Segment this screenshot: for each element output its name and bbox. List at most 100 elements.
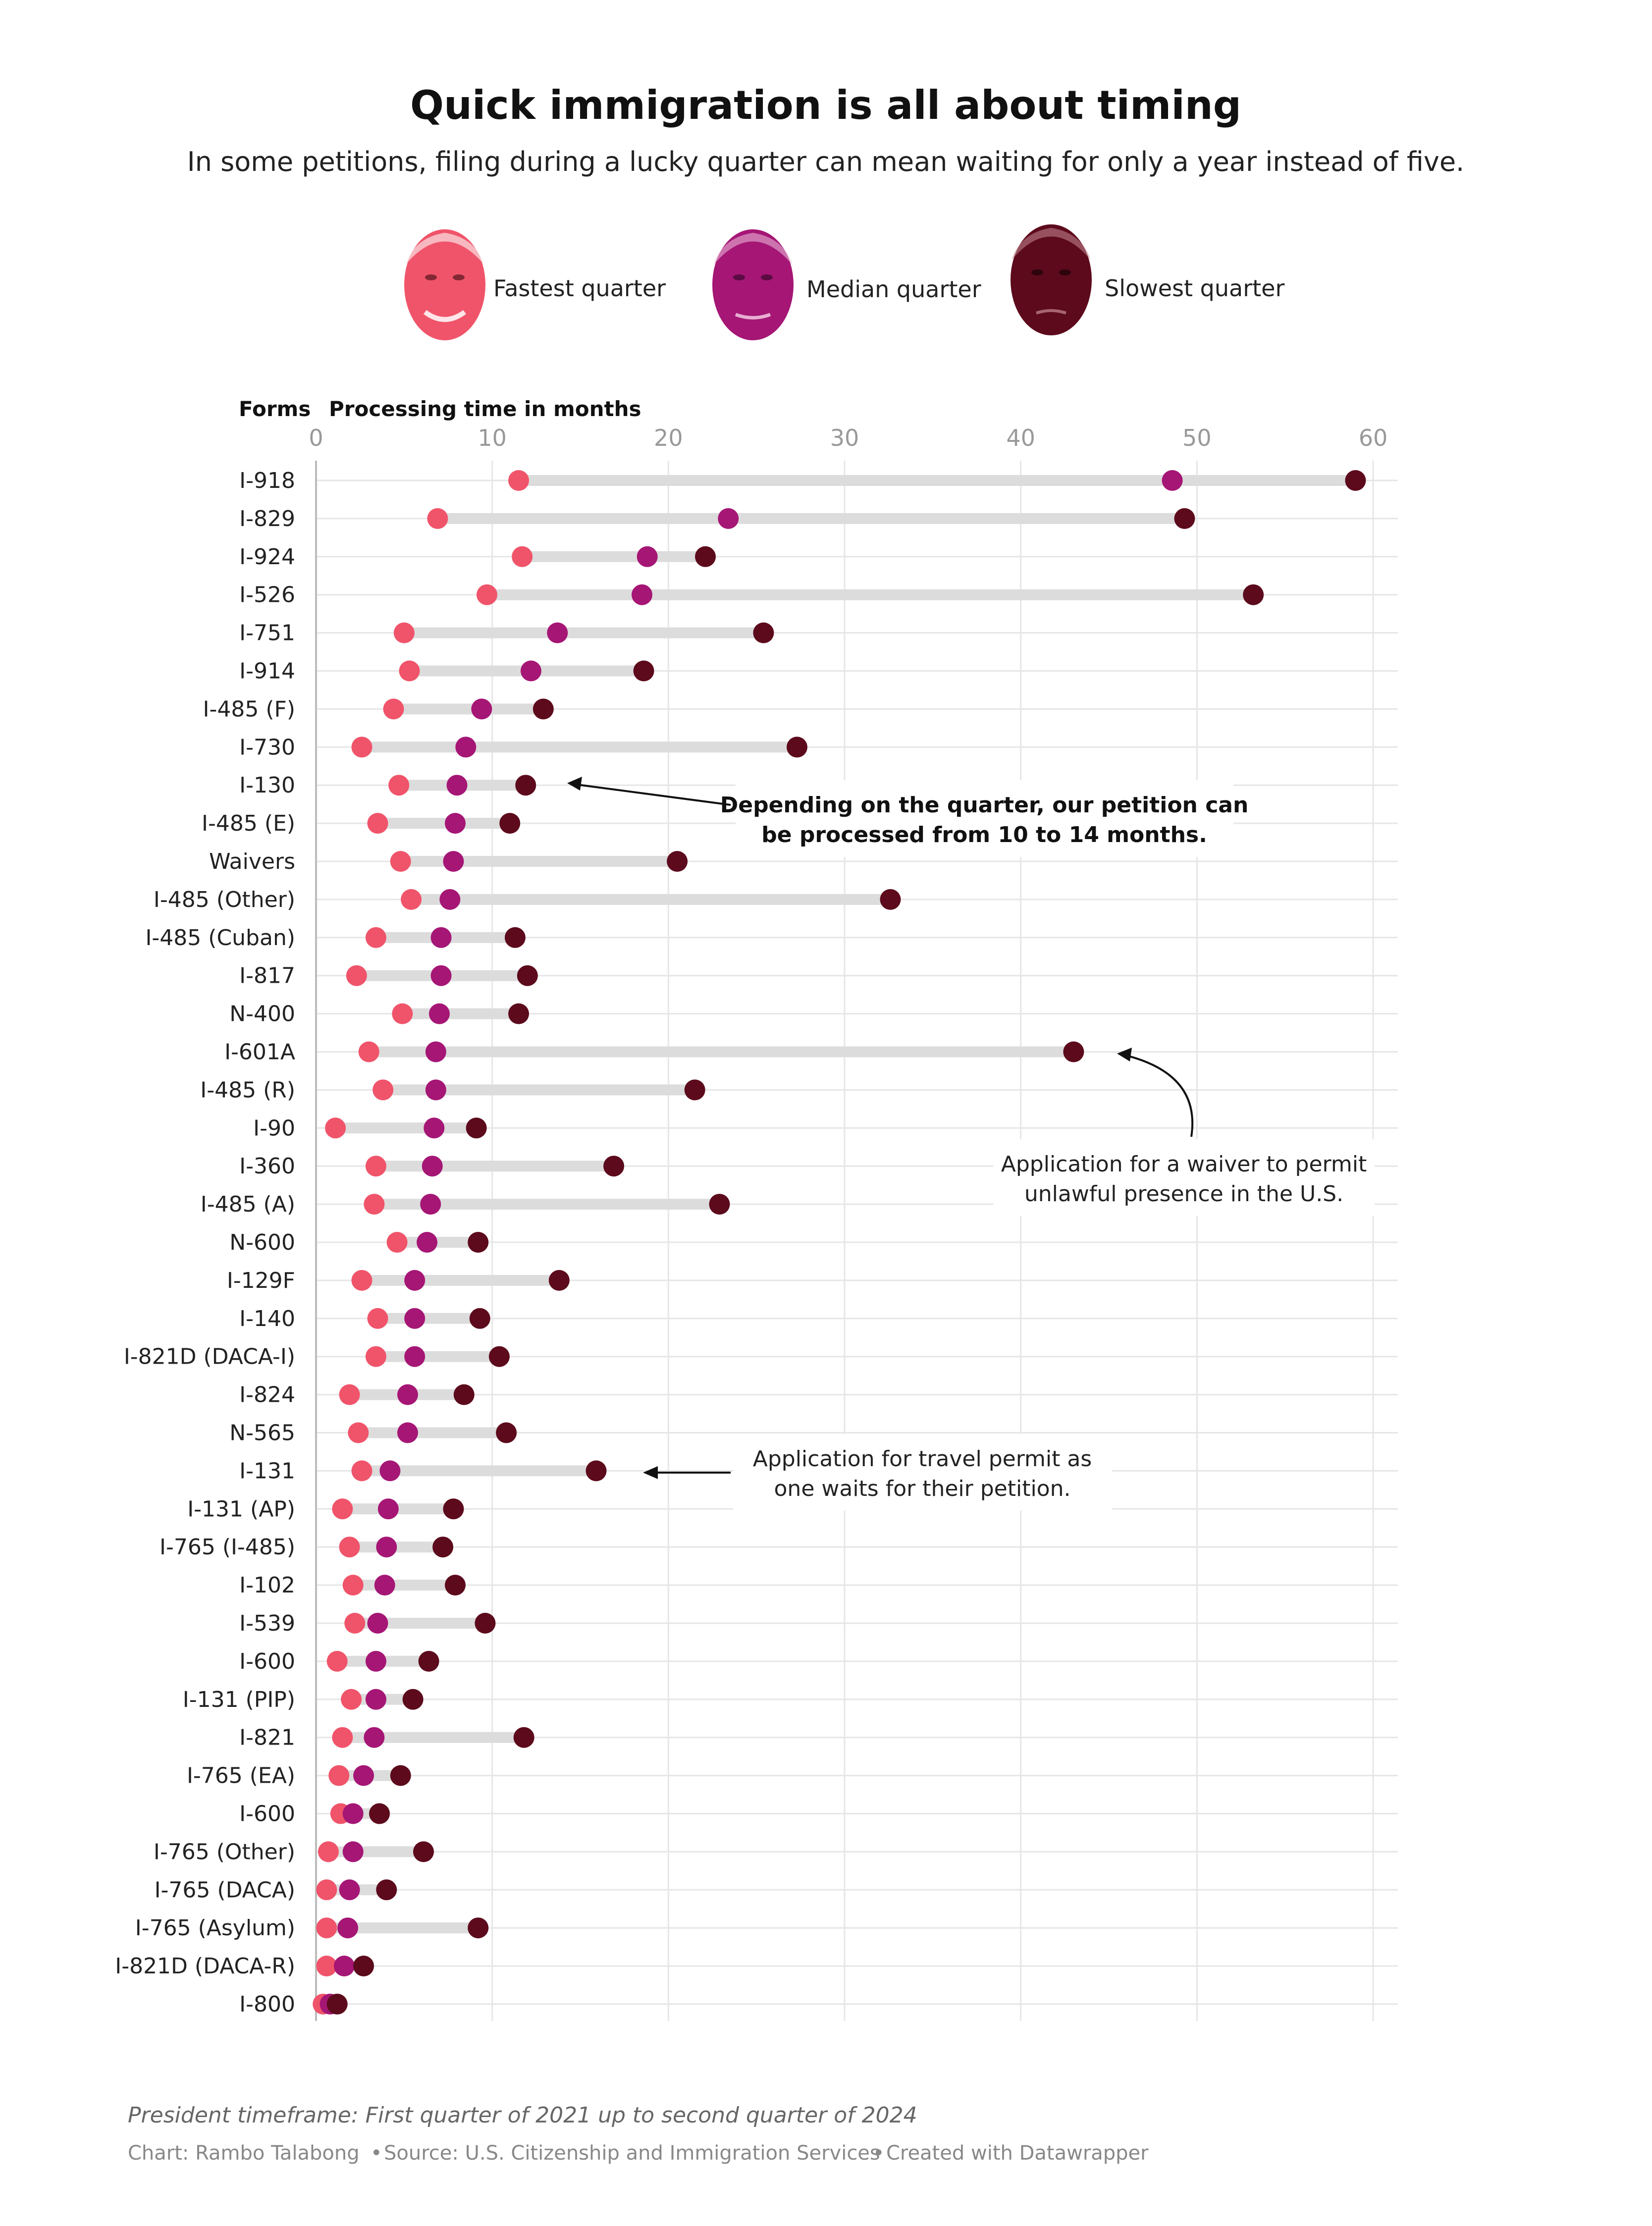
dot-median	[397, 1422, 418, 1443]
dot-slowest	[515, 775, 536, 796]
dot-slowest	[753, 622, 774, 643]
dot-median	[425, 1079, 446, 1101]
row-label: I-918	[239, 468, 295, 493]
dot-slowest	[633, 660, 654, 682]
x-tick-label: 40	[1006, 424, 1035, 451]
dot-median	[365, 1650, 386, 1672]
dot-fastest	[512, 546, 533, 567]
dot-median	[404, 1270, 426, 1291]
dot-median	[443, 851, 464, 872]
row-label: I-829	[239, 506, 295, 531]
row-label: I-485 (R)	[200, 1077, 295, 1103]
legend: Fastest quarter Median quarter Slowest q…	[404, 224, 1284, 340]
dot-fastest	[373, 1079, 394, 1101]
dot-slowest	[376, 1879, 397, 1901]
row-label: N-600	[229, 1230, 295, 1255]
row-label: I-765 (Other)	[154, 1839, 295, 1864]
dot-slowest	[517, 965, 538, 986]
x-tick-label: 10	[478, 424, 507, 451]
dot-median	[404, 1346, 426, 1367]
dot-slowest	[880, 889, 901, 910]
annotation-i131-line-1: Application for travel permit as	[753, 1446, 1092, 1472]
dot-median	[471, 698, 492, 720]
y-axis-title: Forms	[239, 397, 311, 421]
row-label: I-730	[239, 735, 295, 760]
dot-median	[547, 622, 568, 643]
row-label: I-765 (Asylum)	[135, 1915, 295, 1941]
row-label: I-130	[239, 773, 295, 798]
row-label: I-821	[239, 1725, 295, 1750]
x-tick-label: 50	[1182, 424, 1212, 451]
dot-median	[420, 1194, 441, 1215]
row-label: I-526	[239, 583, 295, 608]
dot-slowest	[548, 1270, 570, 1291]
legend-label-fastest: Fastest quarter	[493, 275, 666, 302]
row-label: I-539	[239, 1611, 295, 1636]
x-axis-title: Processing time in months	[329, 397, 641, 421]
annotation-i130: Depending on the quarter, our petition c…	[567, 777, 1248, 857]
dot-slowest	[684, 1079, 705, 1101]
dot-slowest	[513, 1727, 534, 1748]
dot-slowest	[402, 1689, 424, 1710]
dot-slowest	[667, 851, 688, 872]
face-slowest-icon	[1011, 224, 1092, 335]
row-labels: I-918 I-829 I-924 I-526 I-751 I-914 I-485 (F) I…	[115, 468, 295, 2017]
row-label: I-824	[239, 1382, 295, 1408]
dot-slowest	[468, 1917, 489, 1939]
dot-median	[430, 965, 452, 986]
row-label: I-140	[239, 1306, 295, 1331]
dot-fastest	[342, 1575, 364, 1596]
row-label: I-765 (EA)	[187, 1763, 295, 1789]
dot-fastest	[358, 1041, 379, 1062]
dot-median	[397, 1384, 418, 1405]
chart-title: Quick immigration is all about timing	[410, 82, 1241, 128]
dot-median	[446, 775, 468, 796]
dot-slowest	[1063, 1041, 1084, 1062]
dot-slowest	[413, 1841, 434, 1862]
dot-fastest	[365, 1156, 386, 1177]
dot-slowest	[709, 1194, 730, 1215]
dot-fastest	[346, 965, 367, 986]
legend-item-fastest: Fastest quarter	[404, 229, 666, 340]
row-label: I-924	[239, 544, 295, 570]
dot-fastest	[316, 1956, 337, 1977]
dot-fastest	[351, 737, 373, 758]
dot-slowest	[1243, 584, 1264, 605]
x-tick-label: 30	[830, 424, 859, 451]
chart-subtitle: In some petitions, filing during a lucky…	[187, 146, 1464, 177]
row-label: I-821D (DACA-I)	[124, 1344, 295, 1370]
dot-median	[637, 546, 658, 567]
credit-dot-2: •	[873, 2142, 885, 2165]
dot-slowest	[444, 1575, 466, 1596]
dot-fastest	[316, 1917, 337, 1939]
dot-fastest	[351, 1270, 373, 1291]
dot-fastest	[339, 1384, 360, 1405]
dot-median	[430, 927, 452, 948]
row-label: I-600	[239, 1802, 295, 1827]
row-label: I-131 (AP)	[187, 1496, 295, 1522]
dot-fastest	[348, 1422, 369, 1443]
dot-fastest	[476, 584, 497, 605]
dot-median	[404, 1308, 426, 1329]
dot-median	[365, 1689, 386, 1710]
x-tick-label: 60	[1359, 424, 1388, 451]
footer-note: President timeframe: First quarter of 20…	[128, 2103, 917, 2128]
dot-median	[374, 1575, 395, 1596]
dot-median	[377, 1498, 399, 1520]
row-label: I-102	[239, 1573, 295, 1598]
dot-median	[1162, 470, 1183, 491]
row-label: I-360	[239, 1154, 295, 1179]
dot-fastest	[399, 660, 420, 682]
dot-slowest	[603, 1156, 625, 1177]
dot-slowest	[453, 1384, 475, 1405]
x-tick-label: 0	[309, 424, 323, 451]
dot-fastest	[326, 1650, 348, 1672]
dots	[313, 470, 1366, 2014]
credit-chart: Chart: Rambo Talabong	[128, 2142, 360, 2165]
row-label: I-90	[253, 1115, 295, 1141]
annotation-i130-arrow	[569, 783, 731, 806]
credit-dot-1: •	[371, 2142, 382, 2165]
dot-slowest	[496, 1422, 517, 1443]
row-label: I-485 (Other)	[154, 887, 295, 912]
